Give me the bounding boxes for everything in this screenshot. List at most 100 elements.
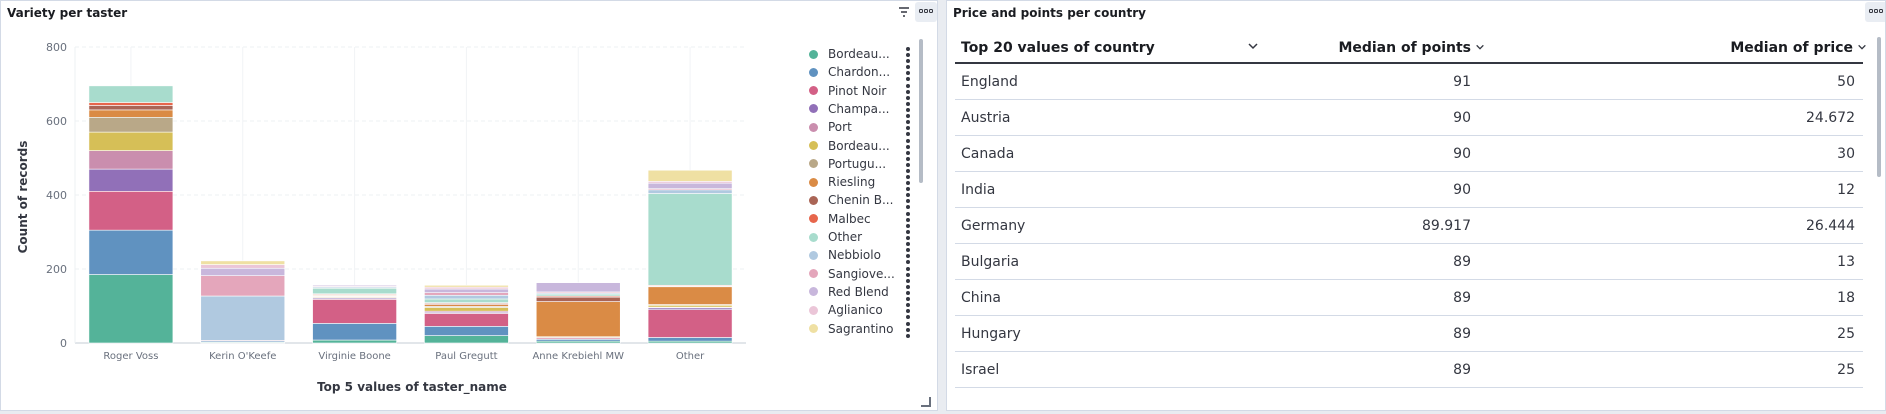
bar-segment[interactable] (424, 284, 509, 288)
bar-segment[interactable] (312, 284, 397, 287)
bar-segment[interactable] (535, 282, 621, 293)
legend-label: Pinot Noir (828, 83, 887, 98)
bar-segment[interactable] (647, 182, 733, 190)
bar-segment[interactable] (200, 295, 286, 341)
bar-segment[interactable] (535, 301, 621, 338)
legend-item[interactable]: Nebbiolo (807, 246, 917, 265)
vertical-dots-icon[interactable] (905, 284, 911, 301)
legend-item[interactable]: Bordeau... (807, 45, 917, 63)
bar-segment[interactable] (424, 298, 509, 303)
legend-item[interactable]: Aglianico (807, 301, 917, 320)
bar-segment[interactable] (424, 294, 509, 300)
column-header-median-price[interactable]: Median of price (1730, 40, 1867, 56)
vertical-dots-icon[interactable] (905, 248, 911, 265)
legend-item[interactable]: Bordeau... (807, 137, 917, 155)
bar-segment[interactable] (200, 267, 286, 276)
bar-segment[interactable] (88, 131, 174, 151)
bar-segment[interactable] (647, 193, 733, 286)
bar-segment[interactable] (647, 189, 733, 194)
bar-segment[interactable] (88, 168, 174, 192)
bar-segment[interactable] (88, 274, 174, 344)
table-row: Germany 89.917 26.444 (955, 208, 1863, 244)
filter-icon[interactable] (893, 2, 915, 22)
bar-segment[interactable] (535, 296, 621, 302)
bar-segment[interactable] (88, 102, 174, 106)
bar-segment[interactable] (647, 337, 733, 342)
chevron-down-icon[interactable] (1247, 40, 1259, 56)
vertical-dots-icon[interactable] (905, 65, 911, 82)
more-options-icon[interactable] (1865, 2, 1885, 22)
vertical-dots-icon[interactable] (905, 266, 911, 283)
legend-item[interactable]: Pinot Noir (807, 82, 917, 100)
bar-segment[interactable] (312, 299, 397, 324)
y-tick-label: 800 (46, 41, 67, 54)
cell-country: Germany (961, 217, 1026, 234)
bar-segment[interactable] (88, 85, 174, 103)
chart-legend: Bordeau... Chardon... Pinot Noir Champa... P… (807, 45, 917, 391)
bar-segment[interactable] (200, 275, 286, 297)
vertical-dots-icon[interactable] (905, 211, 911, 228)
legend-item[interactable]: Sangiove... (807, 265, 917, 283)
table-scrollbar[interactable] (1877, 37, 1881, 177)
vertical-dots-icon[interactable] (905, 193, 911, 210)
legend-item[interactable]: Riesling (807, 173, 917, 192)
legend-item[interactable]: Chenin B... (807, 191, 917, 210)
legend-item[interactable]: Champa... (807, 100, 917, 118)
vertical-dots-icon[interactable] (905, 101, 911, 118)
chevron-down-icon[interactable] (1857, 42, 1867, 55)
bar-segment[interactable] (200, 264, 286, 269)
legend-item[interactable]: Port (807, 118, 917, 137)
bar-segment[interactable] (88, 105, 174, 111)
vertical-dots-icon[interactable] (905, 230, 911, 246)
bar-segment[interactable] (424, 288, 509, 293)
bar-segment[interactable] (647, 309, 733, 338)
bar-segment[interactable] (647, 286, 733, 305)
legend-item[interactable]: Portugu... (807, 155, 917, 173)
vertical-dots-icon[interactable] (905, 138, 911, 155)
x-tick-label: Paul Gregutt (435, 351, 497, 362)
legend-item[interactable]: Sagrantino (807, 320, 917, 338)
legend-swatch (809, 104, 818, 114)
vertical-dots-icon[interactable] (905, 120, 911, 137)
column-header-country[interactable]: Top 20 values of country (961, 40, 1155, 56)
bar-segment[interactable] (88, 150, 174, 170)
column-header-median-points[interactable]: Median of points (1338, 40, 1485, 56)
cell-median-points: 90 (1453, 181, 1471, 198)
bar-segment[interactable] (424, 313, 509, 327)
vertical-dots-icon[interactable] (905, 175, 911, 192)
legend-label: Other (828, 230, 863, 244)
bar-segment[interactable] (88, 117, 174, 133)
table-row: Austria 90 24.672 (955, 100, 1863, 136)
legend-item[interactable]: Red Blend (807, 283, 917, 301)
chevron-down-icon[interactable] (1475, 42, 1485, 55)
bar-segment[interactable] (424, 326, 509, 336)
legend-item[interactable]: Chardon... (807, 63, 917, 82)
bar-segment[interactable] (88, 191, 174, 231)
bar-segment[interactable] (424, 292, 509, 296)
vertical-dots-icon[interactable] (905, 47, 911, 63)
bar-segment[interactable] (88, 109, 174, 118)
legend-scrollbar[interactable] (919, 39, 923, 183)
bar-segment[interactable] (424, 335, 509, 344)
bar-segment[interactable] (647, 169, 733, 182)
more-options-icon[interactable] (915, 2, 937, 22)
vertical-dots-icon[interactable] (905, 83, 911, 100)
vertical-dots-icon[interactable] (905, 156, 911, 173)
resize-handle[interactable] (921, 397, 931, 407)
cell-median-price: 25 (1837, 325, 1855, 342)
legend-label: Bordeau... (828, 138, 890, 153)
legend-item[interactable]: Other (807, 228, 917, 246)
legend-item[interactable]: Malbec (807, 210, 917, 228)
legend-label: Chardon... (828, 65, 891, 80)
table-row: Bulgaria 89 13 (955, 244, 1863, 280)
vertical-dots-icon[interactable] (905, 303, 911, 320)
table-row: India 90 12 (955, 172, 1863, 208)
bar-segment[interactable] (88, 229, 174, 275)
bar-segment[interactable] (200, 260, 286, 265)
bar-segment[interactable] (312, 323, 397, 341)
bar-segment[interactable] (424, 307, 509, 312)
bar-segment[interactable] (312, 339, 397, 344)
bar-segment[interactable] (312, 287, 397, 295)
cell-median-points: 89 (1453, 289, 1471, 306)
vertical-dots-icon[interactable] (905, 321, 911, 338)
